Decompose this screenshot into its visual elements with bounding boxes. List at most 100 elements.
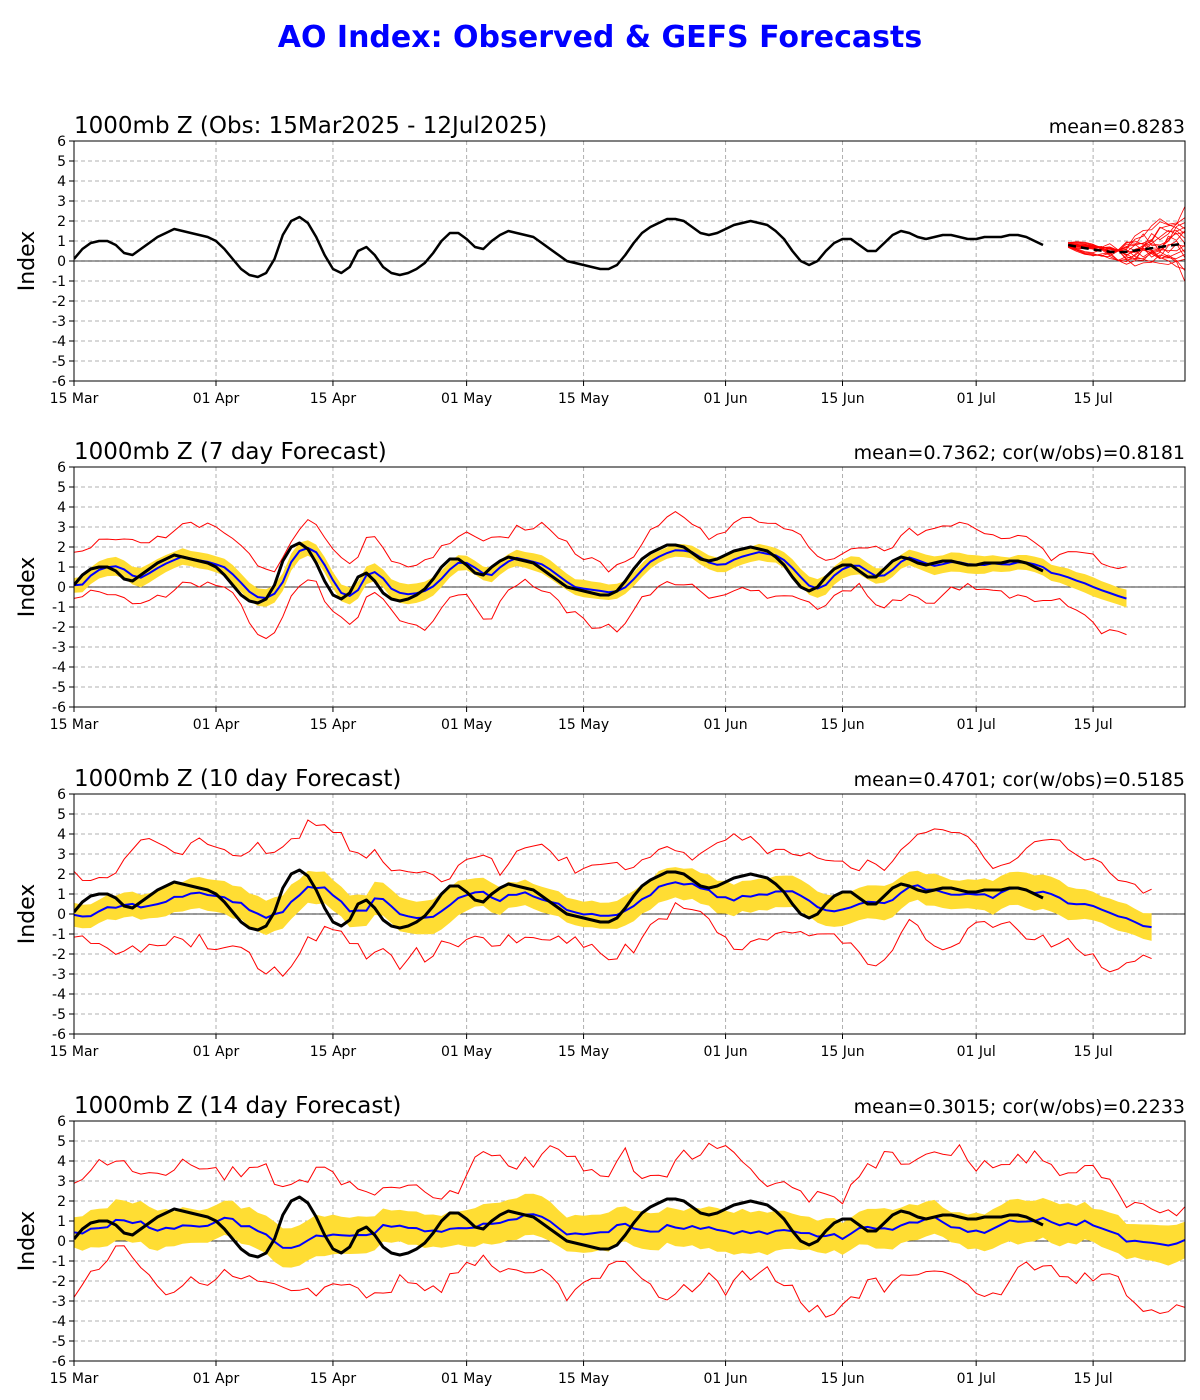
ensemble-member-line	[1067, 218, 1185, 257]
x-tick-label: 15 Mar	[50, 391, 99, 407]
observed-line	[74, 868, 1044, 932]
y-tick-label: -5	[52, 354, 66, 370]
y-tick-label: 0	[57, 254, 66, 270]
ensemble-spread-band	[74, 540, 1127, 608]
y-tick-label: 2	[57, 540, 66, 556]
x-tick-label: 15 Apr	[310, 391, 357, 407]
y-tick-label: -2	[52, 294, 66, 310]
y-tick-label: -1	[52, 600, 66, 616]
x-tick-label: 15 Jun	[820, 1371, 864, 1387]
x-tick-label: 15 Mar	[50, 1371, 99, 1387]
x-tick-label: 01 Jul	[957, 717, 996, 733]
ensemble-max-line	[74, 1142, 1185, 1217]
y-tick-label: 0	[57, 907, 66, 923]
ensemble-max-line	[74, 819, 1152, 894]
plot-area	[74, 511, 1185, 640]
y-tick-label: 1	[57, 1214, 66, 1230]
observed-line	[74, 215, 1044, 279]
x-tick-label: 01 Jun	[703, 1044, 747, 1060]
ensemble-min-line	[74, 901, 1152, 977]
x-tick-label: 15 Mar	[50, 717, 99, 733]
ensemble-member-line	[1067, 246, 1185, 267]
y-axis-label: Index	[15, 884, 40, 945]
y-tick-label: -3	[52, 967, 66, 983]
y-tick-label: -6	[52, 374, 66, 390]
x-tick-label: 15 Apr	[310, 1044, 357, 1060]
y-tick-label: 4	[57, 1154, 66, 1170]
plot-frame	[73, 793, 1186, 1035]
y-tick-label: -6	[52, 1354, 66, 1370]
y-tick-label: -6	[52, 1027, 66, 1043]
x-tick-label: 01 Jun	[703, 1371, 747, 1387]
panel-title: 1000mb Z (Obs: 15Mar2025 - 12Jul2025)	[74, 113, 547, 139]
y-tick-label: 4	[57, 827, 66, 843]
y-tick-label: -1	[52, 1254, 66, 1270]
y-tick-label: 5	[57, 154, 66, 170]
x-tick-label: 15 Jun	[820, 1044, 864, 1060]
y-tick-label: 6	[57, 787, 66, 803]
y-tick-label: 1	[57, 234, 66, 250]
plot-area	[74, 1142, 1185, 1318]
plot-frame	[73, 1120, 1186, 1362]
y-tick-label: 6	[57, 134, 66, 150]
y-tick-label: 5	[57, 480, 66, 496]
y-tick-label: 5	[57, 807, 66, 823]
y-tick-label: 2	[57, 867, 66, 883]
plot-frame	[73, 466, 1186, 708]
y-tick-label: 0	[57, 1234, 66, 1250]
y-tick-label: -1	[52, 927, 66, 943]
panel-stat: mean=0.3015; cor(w/obs)=0.2233	[854, 1096, 1185, 1118]
ensemble-mean-line	[74, 881, 1152, 929]
x-tick-label: 15 Jul	[1074, 1044, 1113, 1060]
observed-line	[74, 541, 1044, 605]
y-tick-label: 6	[57, 1114, 66, 1130]
y-tick-label: -4	[52, 1314, 66, 1330]
ensemble-spread-band	[74, 867, 1152, 941]
y-tick-label: -3	[52, 314, 66, 330]
x-tick-label: 15 Jul	[1074, 717, 1113, 733]
ensemble-min-line	[74, 1245, 1185, 1318]
x-tick-label: 01 Apr	[193, 1044, 240, 1060]
y-axis-label: Index	[15, 1211, 40, 1272]
chart-panel-2: 1000mb Z (7 day Forecast) mean=0.7362; co…	[15, 439, 1186, 733]
y-tick-label: -5	[52, 1334, 66, 1350]
panel-stat: mean=0.7362; cor(w/obs)=0.8181	[854, 442, 1185, 464]
main-title: AO Index: Observed & GEFS Forecasts	[277, 20, 923, 55]
ensemble-mean-line	[74, 1213, 1185, 1249]
panel-title: 1000mb Z (14 day Forecast)	[74, 1093, 401, 1119]
x-tick-label: 01 Jun	[703, 717, 747, 733]
chart-panel-4: 1000mb Z (14 day Forecast) mean=0.3015; c…	[15, 1093, 1186, 1387]
chart-panel-3: 1000mb Z (10 day Forecast) mean=0.4701; c…	[15, 766, 1186, 1060]
ensemble-member-line	[1067, 243, 1185, 270]
x-tick-label: 01 Jul	[957, 1044, 996, 1060]
y-axis-label: Index	[15, 557, 40, 618]
y-tick-label: 3	[57, 847, 66, 863]
y-tick-label: -4	[52, 987, 66, 1003]
y-tick-label: 4	[57, 174, 66, 190]
y-tick-label: 3	[57, 520, 66, 536]
y-tick-label: 1	[57, 560, 66, 576]
x-tick-label: 01 Apr	[193, 1371, 240, 1387]
x-tick-label: 15 Jul	[1074, 1371, 1113, 1387]
panel-title: 1000mb Z (7 day Forecast)	[74, 439, 387, 465]
ensemble-max-line	[74, 511, 1127, 573]
y-tick-label: 5	[57, 1134, 66, 1150]
y-tick-label: -5	[52, 1007, 66, 1023]
y-tick-label: -6	[52, 700, 66, 716]
x-tick-label: 01 May	[441, 1044, 492, 1060]
chart-panel-1: 1000mb Z (Obs: 15Mar2025 - 12Jul2025) mea…	[15, 113, 1186, 407]
y-tick-label: 3	[57, 1174, 66, 1190]
y-tick-label: 3	[57, 194, 66, 210]
x-tick-label: 01 Apr	[193, 391, 240, 407]
y-tick-label: 2	[57, 1194, 66, 1210]
plot-area	[74, 819, 1185, 977]
x-tick-label: 01 May	[441, 717, 492, 733]
x-tick-label: 15 Apr	[310, 717, 357, 733]
y-tick-label: -2	[52, 1274, 66, 1290]
y-tick-label: -4	[52, 334, 66, 350]
y-tick-label: -2	[52, 620, 66, 636]
y-tick-label: -4	[52, 660, 66, 676]
y-tick-label: -3	[52, 640, 66, 656]
y-tick-label: 1	[57, 887, 66, 903]
